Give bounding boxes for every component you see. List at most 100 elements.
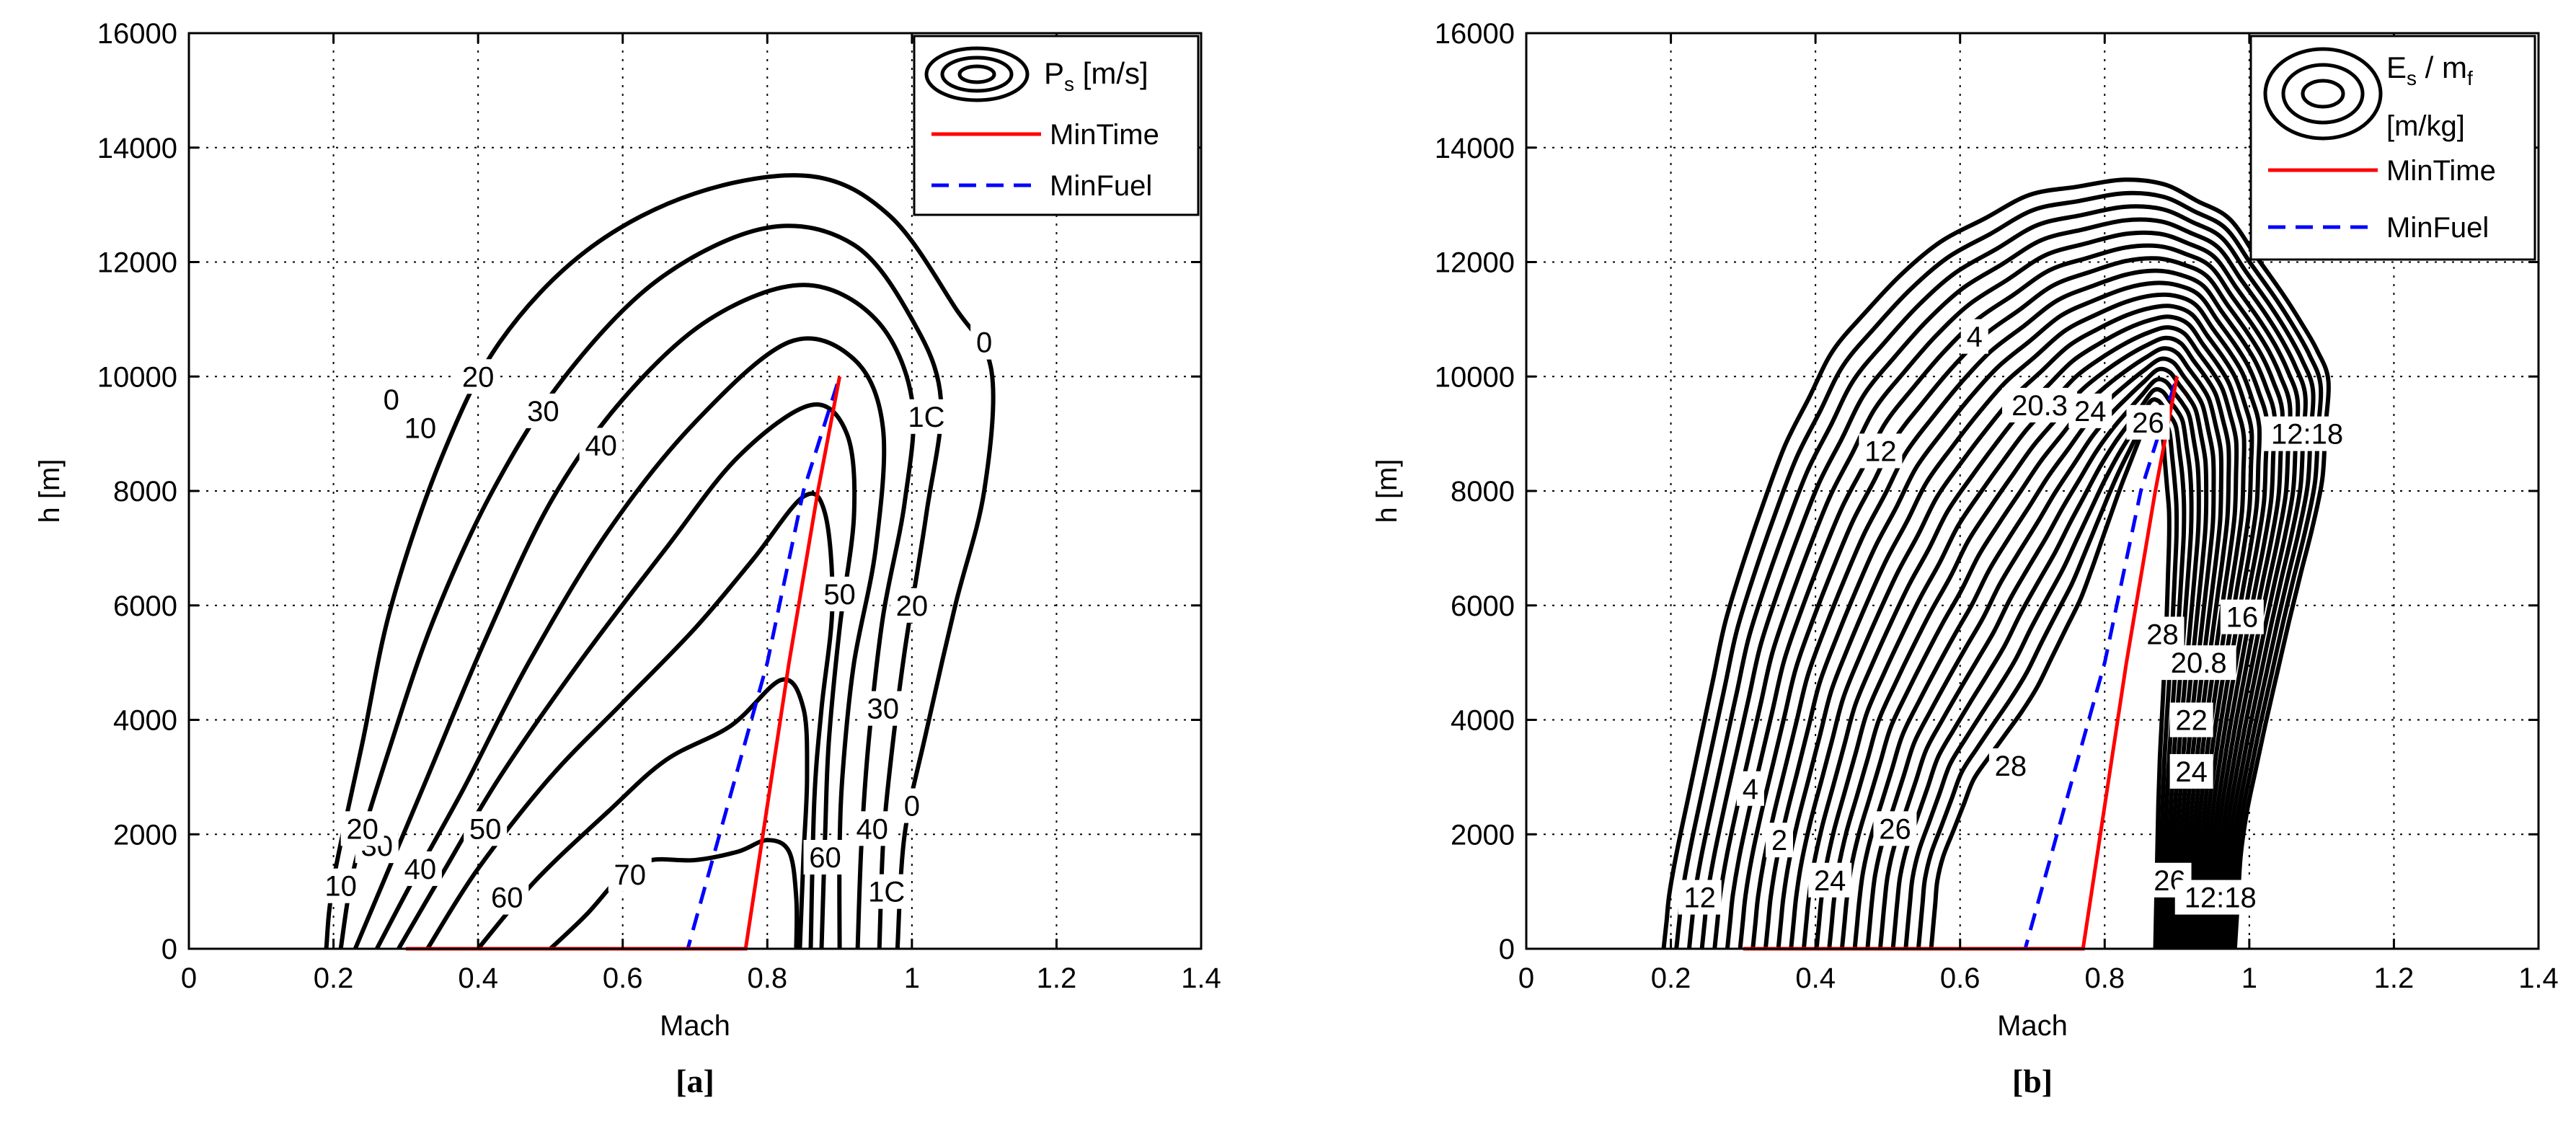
contour-legend-icon-b [2263, 47, 2383, 141]
contour-label-bg [850, 811, 894, 846]
legend-min-time-a: MinTime [1050, 119, 1159, 151]
contour-label-bg [2262, 416, 2353, 451]
legend-min-time-b: MinTime [2386, 155, 2496, 187]
x-tick-label: 0.8 [747, 962, 787, 994]
contour-label: 20 [896, 590, 929, 622]
contour-line [1674, 190, 2324, 949]
contour-label-bg [803, 840, 847, 875]
contour-label: 50 [469, 813, 502, 845]
legend-a: Ps [m/s] MinTime MinFuel [913, 35, 1200, 216]
contour-legend-icon [924, 46, 1030, 102]
y-tick-label: 10000 [97, 361, 177, 393]
contour-label-bg [398, 410, 442, 446]
legend-p-unit: [m/s] [1074, 56, 1148, 90]
panel-label-b: [b] [2012, 1063, 2053, 1099]
y-tick-label: 14000 [1435, 133, 1515, 164]
x-ticks-b: 0 0.2 0.4 0.6 0.8 1 1.2 1.4 [1518, 33, 2559, 994]
contour-label-bg [2174, 880, 2266, 915]
contour-label: 4 [1743, 774, 1758, 805]
y-tick-label: 6000 [113, 590, 177, 622]
contour-label: 24 [2074, 396, 2107, 428]
x-tick-label: 1.4 [1181, 962, 1221, 994]
contour-label-bg [1960, 319, 1988, 354]
contour-label: 12:18 [2185, 882, 2257, 914]
x-tick-label: 0.2 [1651, 962, 1691, 994]
contour-label: 0 [976, 327, 992, 359]
legend-p: P [1044, 56, 1064, 90]
contour-label: 20.3 [2011, 390, 2068, 422]
contour-label: 40 [404, 854, 437, 885]
x-tick-label: 0.4 [458, 962, 498, 994]
contour-label: 12 [1683, 882, 1716, 914]
contour-label-bg [464, 811, 508, 846]
contour-label-bg [1859, 433, 1903, 469]
contour-line [1725, 243, 2293, 949]
y-tick-label: 2000 [1451, 819, 1515, 851]
y-ticks-a: 0 2000 40 0 0 6000 8000 10000 12000 14000 16000 [97, 18, 1201, 965]
x-tick-label: 1 [904, 962, 920, 994]
min-fuel-path [405, 376, 841, 951]
contour-line [1686, 204, 2316, 949]
y-tick-label: 8000 [1451, 476, 1515, 508]
legend-min-fuel-a: MinFuel [1050, 170, 1152, 202]
y-tick-label: 16000 [97, 18, 177, 50]
contour-label-bg [890, 588, 934, 623]
contour-label-bg [898, 788, 926, 823]
contour-label: 26 [2132, 407, 2164, 439]
contour-label-bg [2002, 387, 2078, 422]
contour-label: 12 [1864, 435, 1897, 467]
contour-label: 24 [1814, 865, 1846, 897]
contour-label: 40 [856, 813, 888, 845]
x-tick-label: 1.2 [2374, 962, 2415, 994]
contour-line [1661, 177, 2331, 949]
y-tick-label: 6000 [1451, 590, 1515, 622]
contour-line-10 [338, 223, 944, 949]
contour-label: 28 [1995, 751, 2027, 782]
contour-line [1738, 256, 2285, 949]
contour-label: 22 [2175, 705, 2208, 737]
contour-label-bg [1678, 880, 1722, 915]
y-tick-label: 16000 [1435, 18, 1515, 50]
contour-label: 10 [324, 871, 357, 903]
x-tick-label: 1.4 [2518, 962, 2559, 994]
contour-label-bg [2169, 702, 2213, 738]
legend-e: E [2386, 50, 2407, 84]
x-axis-label-a: Mach [660, 1010, 730, 1042]
contour-label: 2 [1771, 825, 1787, 856]
y-tick-label: 8000 [113, 476, 177, 508]
contour-label-bg [2126, 404, 2170, 440]
contour-line-60 [476, 677, 810, 950]
contour-label-bg [818, 576, 862, 611]
contour-label: 20.8 [2171, 647, 2227, 679]
contour-line-50 [425, 491, 835, 950]
legend-box-b [2249, 35, 2536, 261]
contour-label-bg [864, 874, 908, 909]
contour-line-70 [549, 838, 800, 951]
contour-label: 0 [904, 791, 920, 823]
y-tick-label: 2000 [113, 819, 177, 851]
y-tick-label: 0 [161, 934, 177, 965]
contour-label-bg [904, 399, 948, 434]
y-tick-label: 12000 [97, 247, 177, 279]
x-tick-label: 0.4 [1795, 962, 1836, 994]
contour-label: 1C [868, 877, 905, 908]
x-tick-label: 0.8 [2084, 962, 2125, 994]
contour-label-bg [1988, 748, 2032, 783]
y-tick-label: 14000 [97, 133, 177, 164]
x-tick-label: 0 [181, 962, 197, 994]
contour-label-bg [398, 851, 442, 886]
contour-label-bg [2068, 393, 2112, 428]
contour-label: 1C [908, 402, 944, 433]
contour-label: 70 [614, 859, 646, 891]
contour-line [1750, 268, 2278, 949]
y-axis-label-b: h [m] [1371, 459, 1403, 523]
contour-line-30 [375, 336, 887, 950]
legend-e-mid: / m [2417, 50, 2467, 84]
contour-label-bg [579, 428, 623, 463]
y-tick-label: 12000 [1435, 247, 1515, 279]
y-ticks-b: 0 2000 4000 6000 8000 10000 12000 14000 16000 [1435, 18, 2539, 965]
legend-contour-unit-b: [m/kg] [2386, 110, 2465, 142]
